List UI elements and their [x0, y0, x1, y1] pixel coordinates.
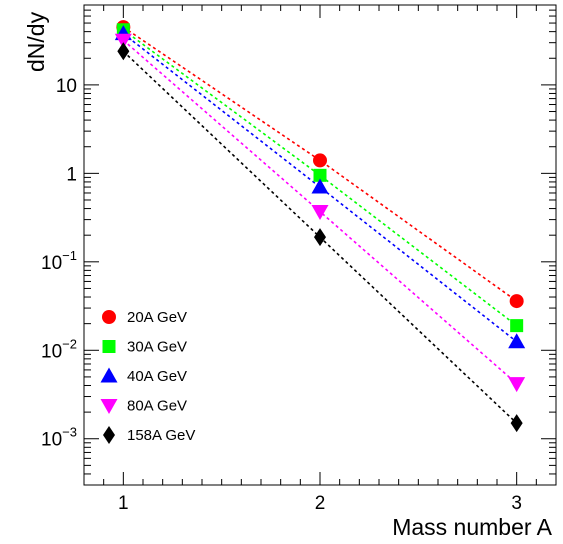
data-point-20a-gev	[509, 294, 524, 309]
y-axis-title: dN/dy	[23, 11, 49, 72]
x-axis-title: Mass number A	[392, 514, 552, 540]
legend-marker-80a-gev	[100, 399, 118, 414]
legend-label: 20A GeV	[127, 309, 187, 326]
fit-lines	[122, 26, 518, 424]
y-tick-label: 10−1	[41, 248, 77, 274]
axes: 1 2 3 10−3 10−2 10−1 1 10	[41, 4, 556, 514]
legend-marker-40a-gev	[100, 367, 118, 383]
y-tick-label: 1	[66, 164, 77, 185]
legend-label: 158A GeV	[127, 427, 195, 444]
data-point-158a-gev	[510, 414, 523, 433]
data-point-80a-gev	[114, 33, 132, 49]
legend-marker-30a-gev	[102, 340, 116, 353]
x-tick-label: 2	[315, 493, 326, 514]
y-tick-label: 10	[56, 76, 77, 97]
legend-label: 80A GeV	[127, 398, 187, 415]
data-point-30a-gev	[313, 168, 327, 182]
data-points	[114, 20, 526, 433]
fit-line-30a-gev	[122, 29, 518, 327]
data-point-158a-gev	[117, 42, 130, 61]
y-tick-label: 10−3	[41, 425, 77, 451]
fit-line-40a-gev	[122, 32, 518, 343]
legend: 20A GeV 30A GeV 40A GeV 80A GeV 158A GeV	[100, 309, 195, 444]
data-point-40a-gev	[311, 178, 329, 194]
legend-marker-20a-gev	[102, 310, 116, 324]
legend-marker-158a-gev	[103, 426, 115, 444]
x-tick-label: 3	[511, 493, 522, 514]
y-tick-label: 10−2	[41, 336, 77, 362]
data-point-80a-gev	[311, 205, 329, 221]
data-point-80a-gev	[508, 377, 526, 393]
data-point-158a-gev	[314, 228, 326, 247]
data-point-40a-gev	[508, 333, 526, 349]
fit-line-20a-gev	[122, 26, 518, 302]
x-tick-label: 1	[118, 493, 129, 514]
data-point-20a-gev	[313, 153, 327, 168]
legend-label: 40A GeV	[127, 368, 187, 385]
legend-label: 30A GeV	[127, 339, 187, 356]
data-point-30a-gev	[510, 319, 524, 333]
